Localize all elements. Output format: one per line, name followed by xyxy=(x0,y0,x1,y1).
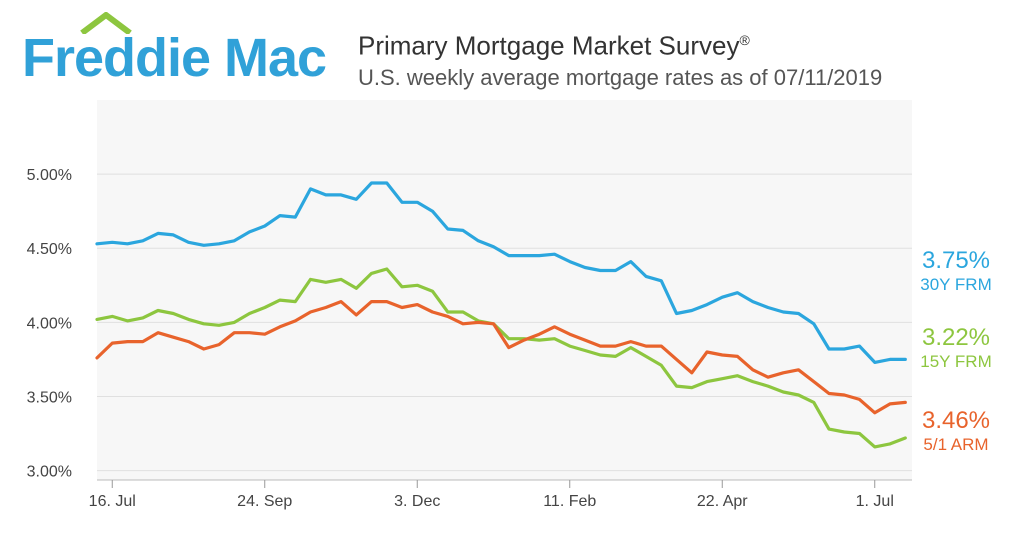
logo-word-mac: Mac xyxy=(224,28,327,88)
y-tick-label: 4.00% xyxy=(27,315,72,332)
end-name-5-1-arm: 5/1 ARM xyxy=(923,435,988,454)
chart-title: Primary Mortgage Market Survey® xyxy=(358,30,750,61)
registered-mark: ® xyxy=(739,32,750,48)
y-tick-label: 4.50% xyxy=(27,241,72,258)
freddie-mac-logo: Freddie Mac xyxy=(22,10,332,90)
x-tick-label: 24. Sep xyxy=(237,493,292,510)
chart-subtitle: U.S. weekly average mortgage rates as of… xyxy=(358,65,883,90)
end-value-30y-frm: 3.75% xyxy=(922,247,990,274)
series-line-5-1-arm xyxy=(95,300,907,415)
x-tick-label: 16. Jul xyxy=(89,493,136,510)
end-value-15y-frm: 3.22% xyxy=(922,324,990,351)
x-tick-label: 3. Dec xyxy=(394,493,440,510)
series-line-30y-frm xyxy=(95,181,907,364)
y-tick-label: 3.50% xyxy=(27,389,72,406)
end-name-30y-frm: 30Y FRM xyxy=(920,275,992,294)
plot-area xyxy=(97,100,912,480)
house-roof-icon xyxy=(80,12,132,34)
y-tick-label: 5.00% xyxy=(27,167,72,184)
end-value-5-1-arm: 3.46% xyxy=(922,407,990,434)
x-tick-label: 22. Apr xyxy=(697,493,748,510)
x-tick-label: 11. Feb xyxy=(543,493,596,510)
series-line-15y-frm xyxy=(95,267,907,449)
end-name-15y-frm: 15Y FRM xyxy=(920,352,992,371)
y-tick-label: 3.00% xyxy=(27,464,72,481)
logo-word-freddie: Freddie xyxy=(22,28,211,88)
x-tick-label: 1. Jul xyxy=(856,493,894,510)
